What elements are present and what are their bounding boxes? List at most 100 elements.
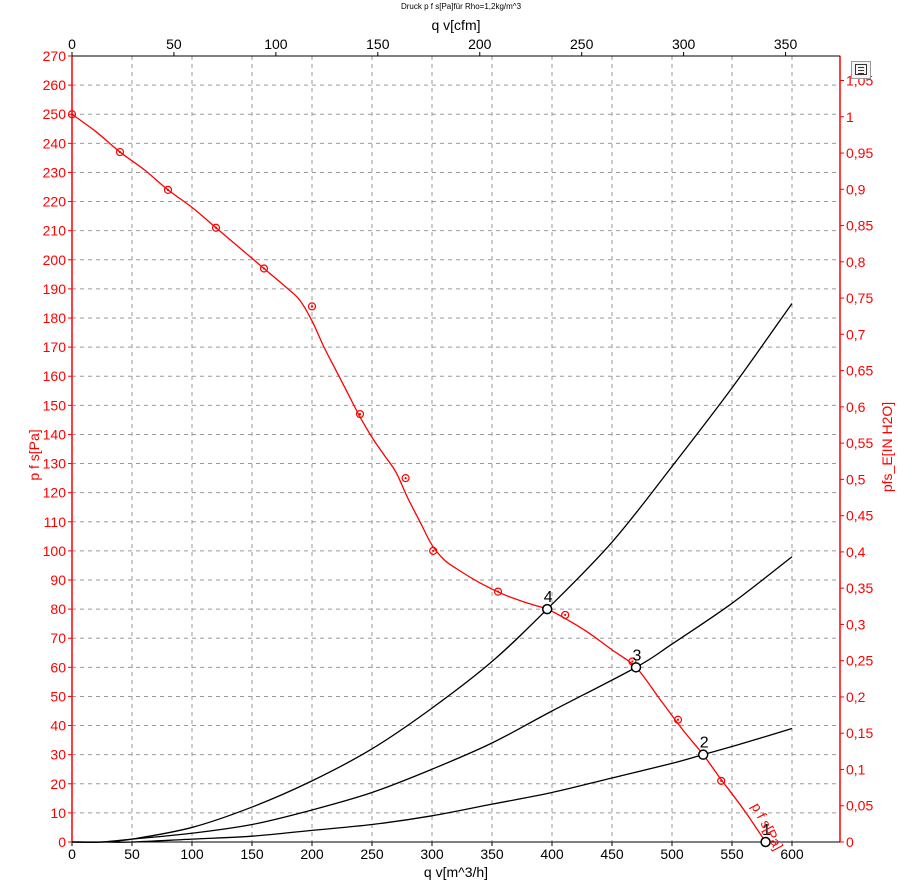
x-top-tick-label: 150 [366, 36, 390, 52]
y-right-tick-label: 0,15 [846, 725, 873, 741]
y-right-tick-label: 0,3 [846, 616, 866, 632]
x-bottom-tick-label: 150 [240, 846, 264, 862]
pressure-curve-marker [307, 302, 317, 311]
pressure-curve-marker [355, 409, 365, 419]
y-left-tick-label: 70 [50, 630, 66, 646]
marker-dot [432, 549, 435, 552]
pressure-curve-marker [211, 223, 221, 232]
marker-ring [561, 610, 570, 620]
marker-dot [118, 150, 122, 154]
x-top-tick-label: 200 [468, 36, 492, 52]
y-left-tick-label: 30 [50, 747, 66, 763]
marker-ring [429, 546, 438, 555]
plot-frame [71, 55, 841, 843]
system-curve-line [71, 556, 793, 843]
y-right-tick-label: 0,55 [846, 435, 873, 451]
y-right-tick-label: 0,05 [846, 798, 873, 814]
y-right-tick-label: 0,7 [846, 326, 866, 342]
x-bottom-tick-label: 300 [420, 846, 444, 862]
x-top-tick-label: 350 [774, 36, 798, 52]
marker-dot [676, 718, 680, 721]
y-right-tick-label: 0,4 [846, 544, 866, 560]
marker-dot [262, 267, 266, 270]
y-left-tick-label: 150 [43, 397, 67, 413]
markers-layer [67, 110, 726, 785]
y-right-tick-label: 0,25 [846, 653, 873, 669]
grid-layer [72, 55, 840, 842]
marker-ring [211, 223, 221, 232]
x-bottom-tick-label: 350 [480, 846, 504, 862]
y-left-tick-label: 220 [43, 194, 67, 210]
marker-dot [310, 305, 314, 308]
marker-ring [307, 302, 317, 311]
y-left-tick-label: 20 [50, 776, 66, 792]
y-left-tick-label: 50 [50, 688, 66, 704]
pressure-curve-marker [115, 147, 125, 157]
y-right-tick-label: 0,65 [846, 363, 873, 379]
y-right-tick-label: 0 [846, 834, 854, 850]
y-left-tick-label: 180 [43, 310, 67, 326]
x-bottom-axis-title: q v[m^3/h] [424, 864, 488, 880]
y-left-tick-label: 90 [50, 572, 66, 588]
y-left-tick-label: 250 [43, 106, 67, 122]
points-layer: 1 2 3 4 [541, 589, 771, 848]
curves-layer [71, 113, 793, 843]
marker-ring [67, 110, 77, 119]
y-left-tick-label: 110 [44, 514, 67, 530]
y-right-tick-label: 0,75 [846, 290, 873, 306]
marker-ring [717, 776, 726, 785]
y-left-tick-label: 170 [43, 339, 67, 355]
operating-point [630, 662, 642, 673]
chart-top-title: Druck p f s[Pa]für Rho=1,2kg/m^3 [400, 2, 522, 11]
marker-dot [214, 226, 218, 229]
operating-point [541, 603, 553, 615]
y-right-tick-label: 1 [846, 109, 854, 125]
pressure-curve-marker [673, 715, 683, 724]
y-right-tick-label: 0,2 [846, 689, 866, 705]
y-left-tick-label: 140 [43, 426, 67, 442]
y-left-tick-label: 10 [50, 805, 66, 821]
marker-dot [166, 188, 170, 192]
pressure-curve-marker [163, 185, 173, 195]
axes-layer [71, 55, 841, 843]
system-curve-line [71, 303, 793, 843]
y-left-axis-title: p f s[Pa] [26, 429, 42, 480]
marker-dot [564, 613, 567, 617]
x-bottom-tick-label: 500 [660, 846, 684, 862]
y-right-tick-label: 0,95 [846, 145, 873, 161]
x-bottom-tick-label: 100 [180, 846, 204, 862]
y-left-tick-label: 260 [43, 77, 67, 93]
table-view-button[interactable] [851, 61, 871, 79]
y-left-tick-label: 270 [43, 48, 67, 64]
pressure-curve-marker [493, 587, 503, 596]
y-left-tick-label: 0 [58, 834, 66, 850]
operating-point-label: 3 [633, 647, 642, 664]
y-left-tick-label: 160 [43, 368, 67, 384]
marker-ring [259, 264, 269, 273]
operating-point-label: 1 [762, 822, 771, 839]
marker-dot [358, 412, 362, 416]
y-left-tick-label: 200 [43, 252, 67, 268]
y-right-tick-label: 0,45 [846, 508, 873, 524]
x-bottom-tick-label: 450 [600, 846, 624, 862]
y-right-tick-label: 0,5 [846, 471, 866, 487]
marker-dot [70, 113, 74, 116]
x-bottom-tick-label: 600 [780, 846, 804, 862]
y-left-tick-label: 80 [50, 601, 66, 617]
pressure-curve-marker [401, 474, 410, 483]
marker-dot [631, 660, 634, 663]
pressure-curve-marker [259, 264, 269, 273]
y-right-tick-label: 0,6 [846, 399, 866, 415]
marker-dot [404, 477, 407, 480]
x-top-axis-title: q v[cfm] [431, 17, 480, 33]
y-left-tick-label: 120 [43, 485, 67, 501]
y-left-tick-label: 100 [43, 543, 67, 559]
x-top-tick-label: 100 [264, 36, 288, 52]
x-top-tick-label: 0 [68, 36, 76, 52]
y-right-axis-title: pfs_E[IN H2O] [879, 402, 895, 492]
operating-point-label: 4 [544, 589, 553, 606]
marker-ring [163, 185, 173, 195]
x-bottom-tick-label: 250 [360, 846, 384, 862]
